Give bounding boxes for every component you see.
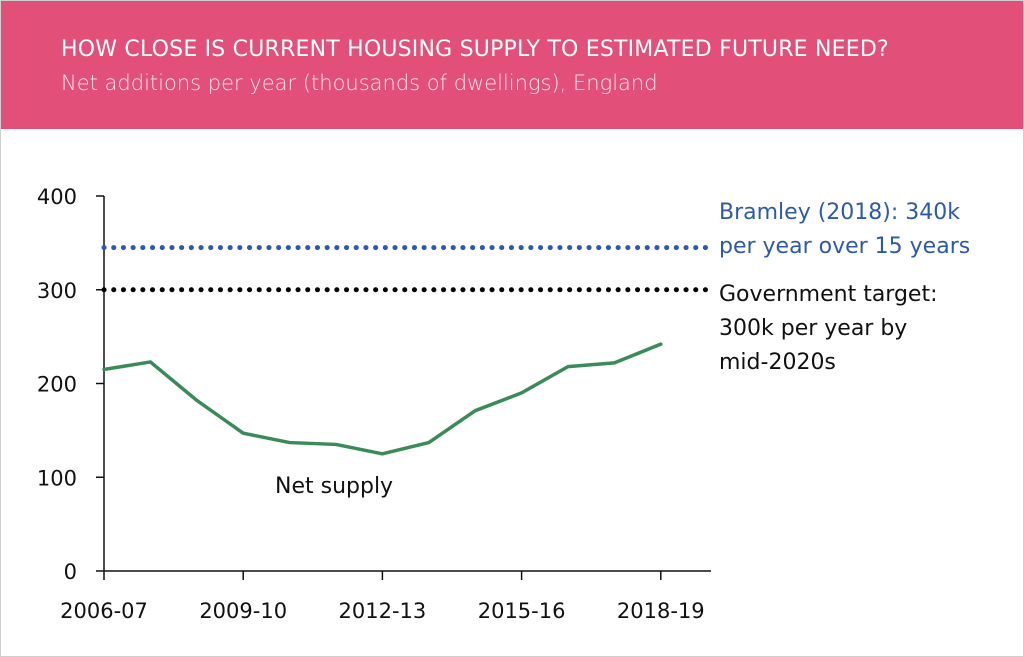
x-tick-label: 2006-07 <box>60 599 148 623</box>
x-tick-label: 2012-13 <box>339 599 427 623</box>
bramley-label-line1: Bramley (2018): 340k <box>719 200 960 225</box>
x-tick-label: 2009-10 <box>199 599 287 623</box>
chart-title: HOW CLOSE IS CURRENT HOUSING SUPPLY TO E… <box>61 37 889 62</box>
y-tick-label: 0 <box>64 560 77 584</box>
series-layer <box>102 342 663 456</box>
axes: 0 100 200 300 400 2006-07 2009-10 2012-13 2015-1… <box>37 185 711 623</box>
net-supply-label: Net supply <box>275 474 393 499</box>
annotations: Net supply Bramley (2018): 340k per year… <box>275 200 970 499</box>
net-supply-line <box>102 342 663 456</box>
y-tick-label: 200 <box>37 373 77 397</box>
y-tick-label: 100 <box>37 466 77 490</box>
chart-subtitle: Net additions per year (thousands of dwe… <box>61 71 658 95</box>
target-label-line1: Government target: <box>719 282 938 307</box>
bramley-label-line2: per year over 15 years <box>719 234 970 259</box>
target-label-line3: mid-2020s <box>719 350 836 375</box>
y-tick-label: 400 <box>37 185 77 209</box>
x-tick-label: 2018-19 <box>617 599 705 623</box>
reference-lines <box>101 245 709 293</box>
target-label-line2: 300k per year by <box>719 316 907 341</box>
chart-header: HOW CLOSE IS CURRENT HOUSING SUPPLY TO E… <box>1 1 1023 129</box>
y-tick-label: 300 <box>37 279 77 303</box>
x-tick-label: 2015-16 <box>478 599 566 623</box>
